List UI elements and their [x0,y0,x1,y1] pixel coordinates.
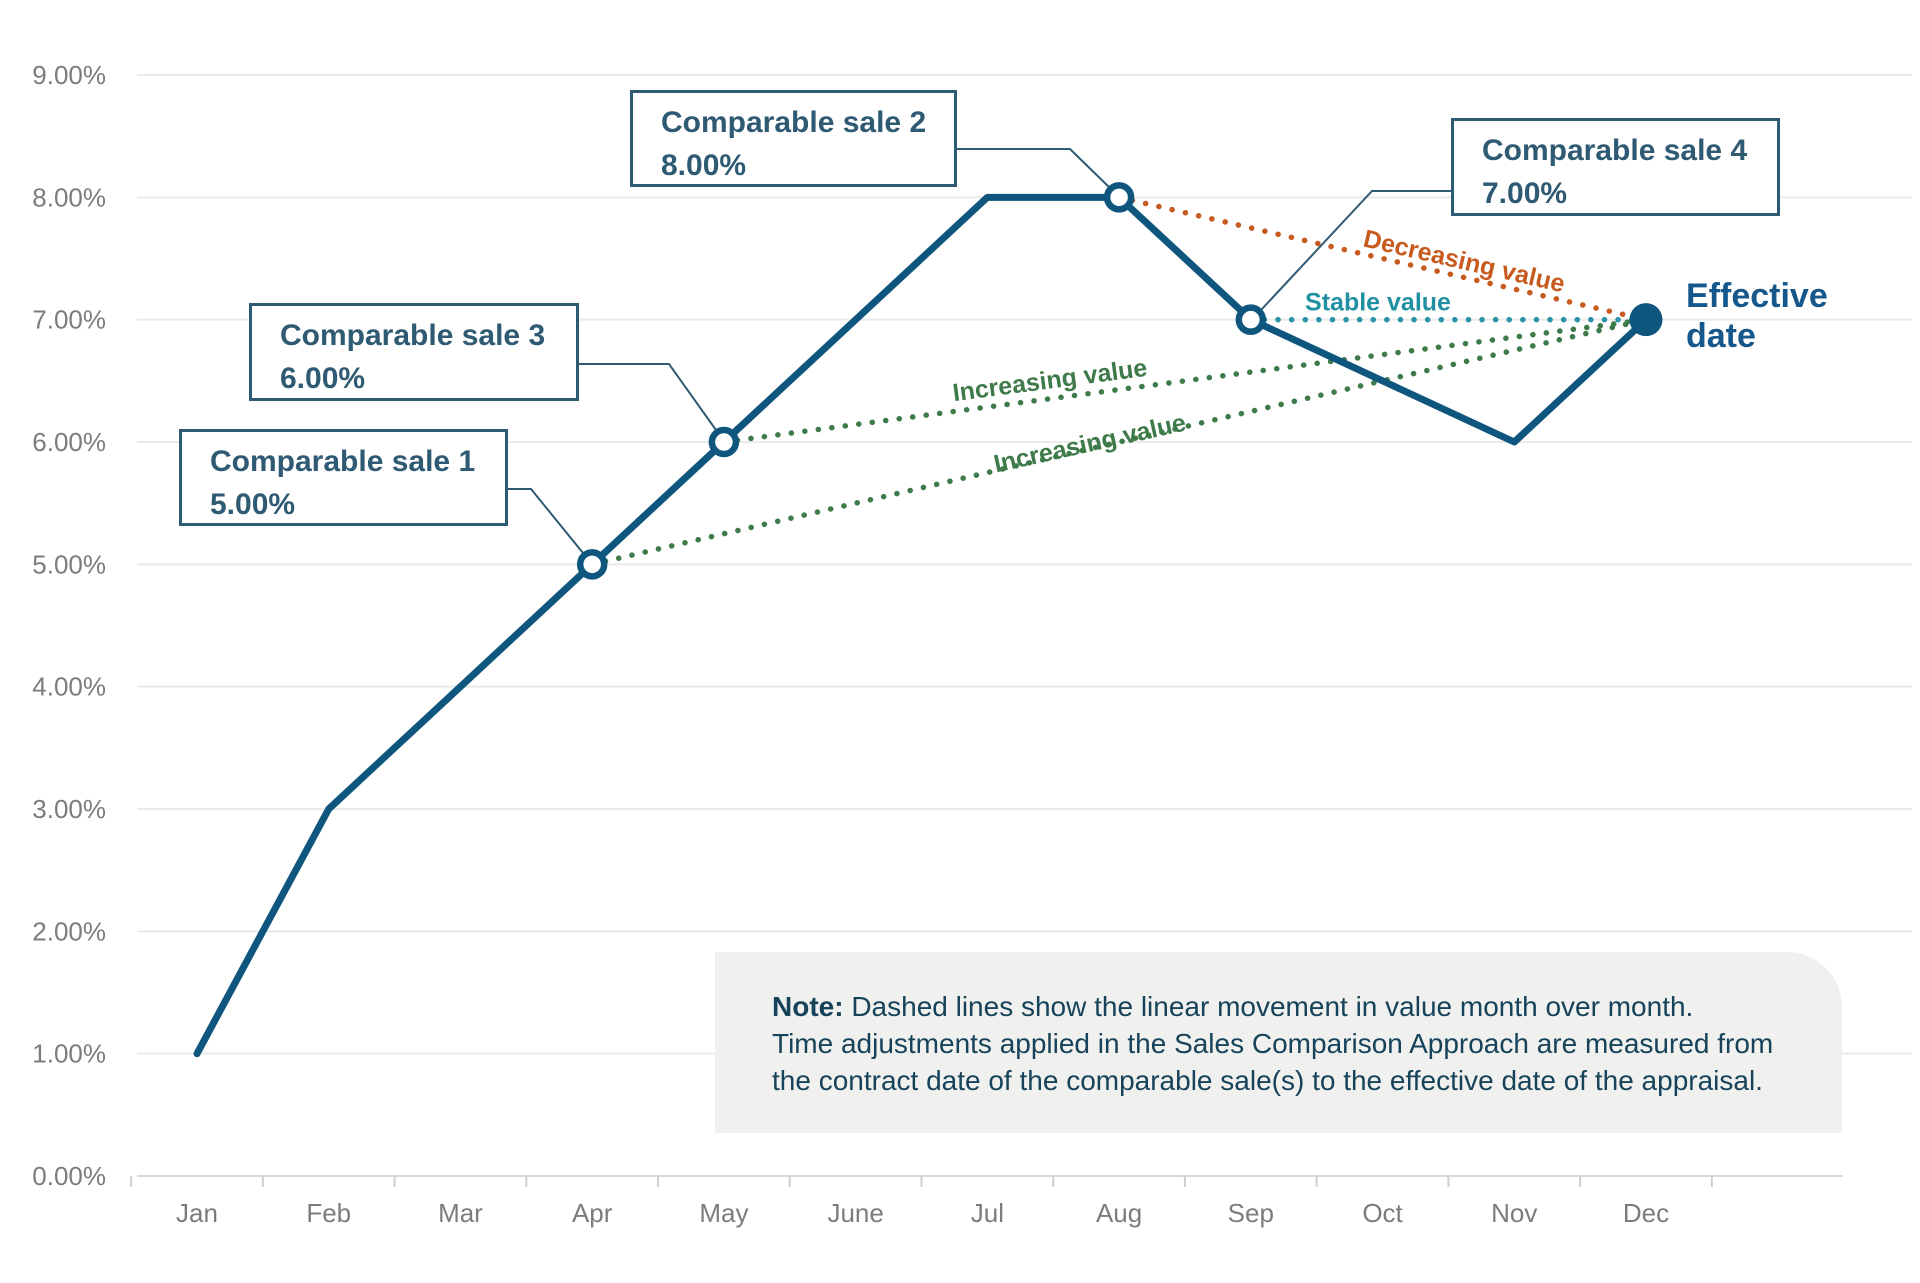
callout-title: Comparable sale 2 [661,106,927,139]
callout-value: 8.00% [661,149,747,182]
marker-open-sep [1235,304,1267,335]
x-tick-label-mar: Mar [438,1198,483,1228]
note-line-2: Time adjustments applied in the Sales Co… [772,1028,1774,1059]
callout-comparable-sale-3: Comparable sale 3 6.00% [249,303,579,401]
y-tick-label: 5.00% [32,549,106,579]
callout-title: Comparable sale 1 [210,445,476,478]
callout-connector [508,488,584,554]
y-tick-label: 8.00% [32,182,106,212]
x-tick-label-apr: Apr [572,1198,613,1228]
callout-title: Comparable sale 4 [1482,134,1748,167]
callout-value: 6.00% [280,362,366,395]
callout-connector [579,363,717,431]
x-tick-label-june: June [827,1198,883,1228]
x-tick-label-dec: Dec [1623,1198,1669,1228]
x-tick-label-nov: Nov [1491,1198,1537,1228]
callout-value: 7.00% [1482,177,1568,210]
x-tick-label-jan: Jan [176,1198,218,1228]
marker-open-aug [1103,182,1135,213]
x-tick-label-oct: Oct [1362,1198,1403,1228]
x-tick-label-feb: Feb [306,1198,351,1228]
callout-value: 5.00% [210,488,296,521]
series-line [193,193,1650,1058]
dotted-line-decreasing-from-sale-2 [1116,194,1649,323]
note-line-1: Note: Dashed lines show the linear movem… [772,991,1694,1022]
x-tick-label-sep: Sep [1228,1198,1274,1228]
marker-open-may [708,426,740,458]
x-tick-label-may: May [699,1198,748,1228]
y-tick-label: 6.00% [32,427,106,457]
callout-title: Comparable sale 3 [280,319,546,352]
label-effective-date: Effective date [1686,277,1828,355]
callout-connector [957,148,1111,189]
y-tick-label: 7.00% [32,305,106,335]
note-label: Note: [772,991,844,1022]
callout-connector [1260,190,1451,311]
y-tick-label: 2.00% [32,916,106,946]
label-stable-value: Stable value [1305,288,1451,317]
y-tick-label: 3.00% [32,794,106,824]
x-tick-label-aug: Aug [1096,1198,1142,1228]
callout-comparable-sale-1: Comparable sale 1 5.00% [179,429,508,526]
dotted-line-increasing-from-sale-3 [721,316,1649,445]
callout-comparable-sale-4: Comparable sale 4 7.00% [1451,118,1780,216]
y-tick-label: 0.00% [32,1161,106,1191]
marker-open-apr [576,549,608,580]
y-tick-label: 4.00% [32,672,106,702]
callout-comparable-sale-2: Comparable sale 2 8.00% [630,90,957,187]
marker-filled-dec [1629,303,1663,337]
note-box: Note: Dashed lines show the linear movem… [715,952,1842,1133]
x-tick-label-jul: Jul [971,1198,1004,1228]
note-line-3: the contract date of the comparable sale… [772,1065,1763,1096]
y-tick-label: 1.00% [32,1039,106,1069]
y-tick-label: 9.00% [32,60,106,90]
